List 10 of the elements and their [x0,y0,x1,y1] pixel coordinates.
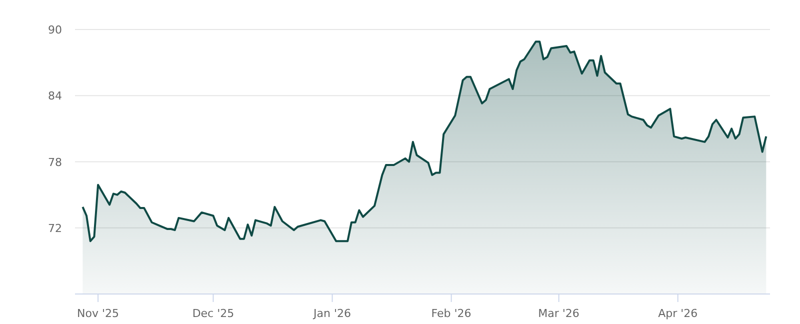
x-tick-label: Feb '26 [431,307,472,320]
y-tick-label: 84 [48,90,62,103]
x-tick-label: Dec '25 [192,307,234,320]
y-tick-label: 72 [48,222,62,235]
x-tick-label: Jan '26 [312,307,352,320]
x-tick-label: Apr '26 [658,307,698,320]
y-tick-label: 90 [48,24,62,36]
y-tick-label: 78 [48,156,62,169]
x-tick-label: Mar '26 [538,307,580,320]
x-tick-label: Nov '25 [77,307,120,320]
